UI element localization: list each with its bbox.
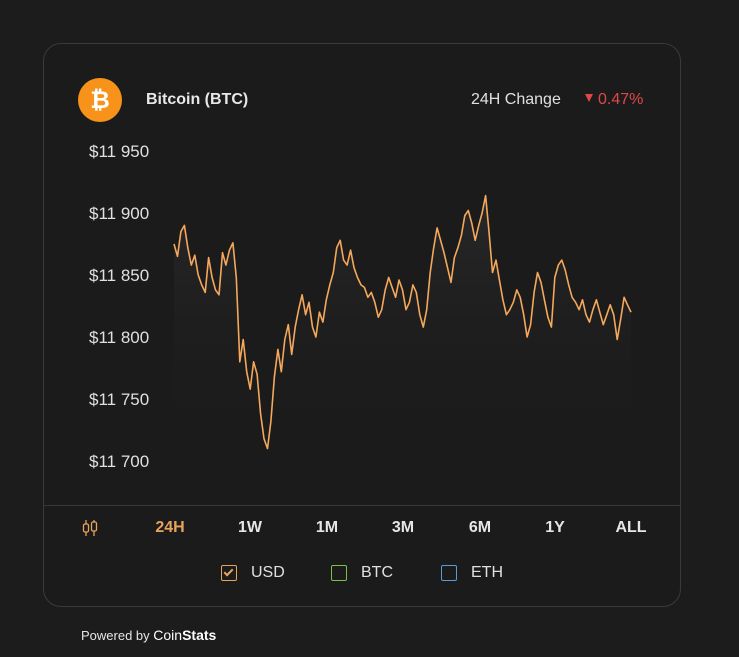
btc-label: BTC — [361, 564, 393, 581]
price-widget-card: ₿ Bitcoin (BTC) 24H Change 0.47% $11 950… — [43, 43, 681, 607]
range-24h[interactable]: 24H — [155, 519, 185, 536]
price-line — [173, 194, 632, 450]
y-tick-label: $11 800 — [89, 328, 149, 347]
currency-btc[interactable]: BTC — [331, 564, 393, 582]
range-all[interactable]: ALL — [615, 519, 647, 536]
powered-by-text: Powered by — [81, 628, 150, 643]
usd-label: USD — [251, 564, 285, 581]
powered-by-footer[interactable]: Powered by CoinStats — [81, 627, 216, 643]
bitcoin-logo-icon: ₿ — [78, 78, 122, 122]
divider — [44, 505, 680, 506]
y-tick-label: $11 900 — [89, 204, 149, 223]
range-6m[interactable]: 6M — [468, 519, 492, 536]
down-arrow-icon — [585, 94, 593, 102]
bitcoin-symbol-icon: ₿ — [90, 86, 110, 114]
range-1w[interactable]: 1W — [238, 519, 262, 536]
y-tick-label: $11 750 — [89, 390, 149, 409]
usd-checkbox[interactable] — [221, 565, 237, 581]
range-1y[interactable]: 1Y — [545, 519, 565, 536]
price-chart[interactable]: $11 950 $11 900 $11 850 $11 800 $11 750 $11 7… — [44, 44, 680, 504]
time-range-selector: 24H 1W 1M 3M 6M 1Y ALL — [44, 506, 680, 548]
y-tick-label: $11 950 — [89, 142, 149, 161]
y-tick-label: $11 850 — [89, 266, 149, 285]
range-3m[interactable]: 3M — [391, 519, 415, 536]
change-label: 24H Change — [471, 91, 561, 108]
btc-checkbox[interactable] — [331, 565, 347, 581]
eth-label: ETH — [471, 564, 503, 581]
y-tick-label: $11 700 — [89, 452, 149, 471]
currency-usd[interactable]: USD — [221, 564, 285, 582]
currency-selector: USD BTC ETH — [44, 560, 680, 586]
range-1m[interactable]: 1M — [315, 519, 339, 536]
brand-name-part2: Stats — [182, 627, 217, 643]
candlestick-toggle-icon[interactable] — [82, 519, 98, 537]
widget-header: ₿ Bitcoin (BTC) 24H Change 0.47% — [44, 44, 680, 154]
eth-checkbox[interactable] — [441, 565, 457, 581]
change-value: 0.47% — [598, 91, 644, 108]
y-axis: $11 950 $11 900 $11 850 $11 800 $11 750 $11 7… — [89, 142, 149, 471]
currency-eth[interactable]: ETH — [441, 564, 503, 582]
svg-text:₿: ₿ — [90, 86, 110, 114]
brand-name-part1: Coin — [153, 627, 183, 643]
coin-name: Bitcoin (BTC) — [146, 91, 249, 108]
price-area-fill — [174, 195, 631, 449]
